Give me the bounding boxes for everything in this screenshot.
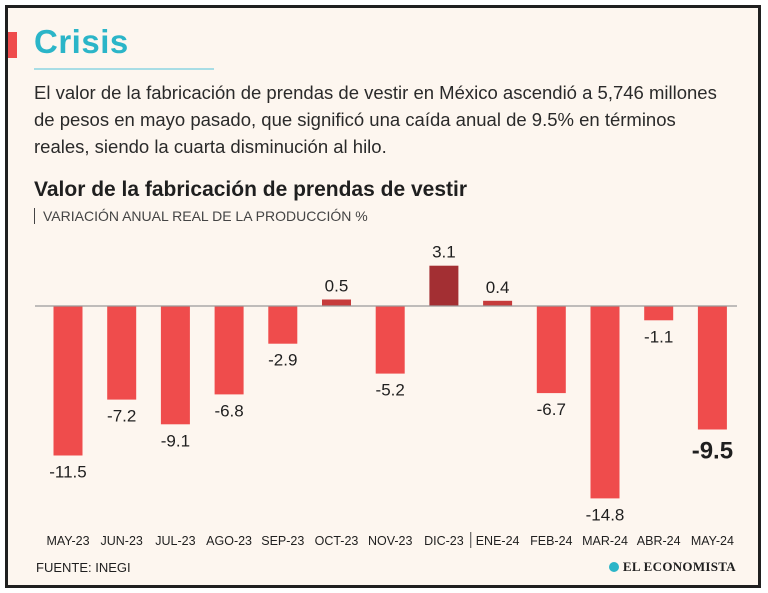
accent-bar <box>8 32 17 58</box>
value-label: -11.5 <box>49 463 87 482</box>
bar-ago-23 <box>214 306 244 395</box>
infographic-card: Crisis El valor de la fabricación de pre… <box>5 5 761 588</box>
x-tick-label: MAY-24 <box>691 534 734 548</box>
value-label: 0.4 <box>486 278 510 297</box>
bar-feb-24 <box>536 306 566 394</box>
value-label: -7.2 <box>107 407 136 426</box>
value-label: -14.8 <box>586 505 625 524</box>
x-tick-label: FEB-24 <box>530 534 572 548</box>
x-tick-label: SEP-23 <box>261 534 304 548</box>
value-label: 3.1 <box>432 243 456 262</box>
value-label: -5.2 <box>376 381 405 400</box>
x-tick-label: ENE-24 <box>476 534 520 548</box>
x-tick-label: AGO-23 <box>206 534 252 548</box>
x-tick-label: NOV-23 <box>368 534 413 548</box>
x-tick-label: DIC-23 <box>424 534 464 548</box>
globe-icon <box>608 562 619 572</box>
bar-may-23 <box>53 306 83 456</box>
value-label: -9.5 <box>692 438 733 465</box>
bar-oct-23 <box>322 299 351 306</box>
bar-may-24 <box>697 306 727 430</box>
x-tick-label: MAR-24 <box>582 534 628 548</box>
value-label: -1.1 <box>644 327 673 346</box>
headline: Crisis <box>34 23 129 60</box>
bar-sep-23 <box>268 306 298 344</box>
x-tick-label: JUL-23 <box>155 534 195 548</box>
value-label: -6.7 <box>537 400 566 419</box>
headline-rule <box>34 68 214 70</box>
x-tick-label: ABR-24 <box>637 534 681 548</box>
bar-chart: -11.5 MAY-23 -7.2 JUN-23 -9.1 JUL-23 -6.8 AGO-2… <box>35 243 737 548</box>
bar-jun-23 <box>107 306 137 400</box>
value-label: -6.8 <box>214 401 243 420</box>
chart-subtitle: VARIACIÓN ANUAL REAL DE LA PRODUCCIÓN % <box>34 208 368 224</box>
value-label: -9.1 <box>161 431 190 450</box>
brand-logo: EL ECONOMISTA <box>608 559 736 575</box>
x-tick-label: JUN-23 <box>101 534 143 548</box>
bar-jul-23 <box>160 306 190 425</box>
bar-dic-23 <box>429 265 459 306</box>
source-note: FUENTE: INEGI <box>36 560 131 575</box>
deck-text: El valor de la fabricación de prendas de… <box>34 82 717 157</box>
value-label: 0.5 <box>325 277 349 296</box>
bar-mar-24 <box>590 306 620 499</box>
x-tick-label: OCT-23 <box>315 534 359 548</box>
brand-name: EL ECONOMISTA <box>622 559 736 574</box>
value-label: -2.9 <box>268 351 297 370</box>
bar-abr-24 <box>644 306 674 321</box>
x-tick-label: MAY-23 <box>46 534 89 548</box>
chart-title: Valor de la fabricación de prendas de ve… <box>34 178 468 201</box>
bar-ene-24 <box>483 300 513 306</box>
bar-nov-23 <box>375 306 405 374</box>
